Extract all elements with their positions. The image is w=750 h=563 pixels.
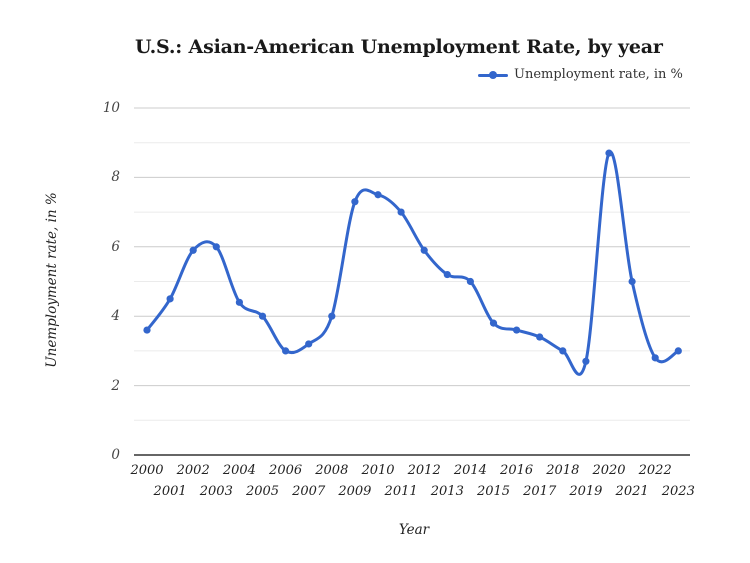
data-point[interactable] <box>166 295 174 303</box>
y-tick-label: 10 <box>102 100 120 116</box>
x-tick-label: 2019 <box>569 484 603 499</box>
data-point[interactable] <box>605 149 613 157</box>
x-tick-label: 2009 <box>338 484 372 499</box>
data-point[interactable] <box>582 357 590 365</box>
y-tick-label: 6 <box>111 238 120 255</box>
y-tick-label: 0 <box>111 447 120 463</box>
x-tick-label: 2013 <box>430 484 464 499</box>
x-tick-label: 2010 <box>361 463 395 478</box>
chart-title: U.S.: Asian-American Unemployment Rate, … <box>135 36 663 58</box>
x-tick-label: 2007 <box>292 484 326 499</box>
x-tick-label: 2008 <box>315 463 349 478</box>
data-point[interactable] <box>628 277 636 286</box>
data-point[interactable] <box>559 347 567 355</box>
y-tick-label: 2 <box>111 377 120 394</box>
x-tick-label: 2023 <box>661 484 695 499</box>
data-point[interactable] <box>489 319 498 327</box>
x-tick-label: 2014 <box>453 463 487 478</box>
series-line <box>145 150 680 376</box>
data-point[interactable] <box>513 326 521 334</box>
legend-label: Unemployment rate, in % <box>514 67 683 82</box>
x-tick-label: 2004 <box>222 463 256 478</box>
y-axis-label: Unemployment rate, in % <box>44 192 60 368</box>
x-tick-label: 2015 <box>476 484 511 499</box>
x-tick-label: 2020 <box>592 463 626 478</box>
data-point[interactable] <box>189 246 197 254</box>
data-point[interactable] <box>374 191 382 199</box>
data-point[interactable] <box>212 243 220 251</box>
data-point[interactable] <box>443 270 451 279</box>
x-tick-label: 2002 <box>176 463 210 478</box>
x-tick-label: 2016 <box>500 463 534 478</box>
data-point[interactable] <box>235 298 243 306</box>
x-tick-label: 2006 <box>269 463 303 478</box>
data-point[interactable] <box>674 347 682 355</box>
data-point[interactable] <box>305 340 313 348</box>
data-point[interactable] <box>328 312 336 320</box>
y-tick-label: 8 <box>111 169 120 186</box>
x-tick-label: 2005 <box>245 484 280 499</box>
y-tick-label: 4 <box>111 308 120 325</box>
x-tick-label: 2018 <box>546 463 580 478</box>
x-tick-label: 2012 <box>407 463 441 478</box>
data-point[interactable] <box>351 198 359 206</box>
data-point[interactable] <box>282 347 290 355</box>
x-tick-label: 2003 <box>199 484 233 499</box>
data-point[interactable] <box>143 326 151 334</box>
data-point[interactable] <box>536 333 544 341</box>
data-point[interactable] <box>258 312 267 320</box>
data-point[interactable] <box>420 246 428 254</box>
data-point[interactable] <box>466 277 474 286</box>
data-point[interactable] <box>651 354 659 362</box>
legend-line-marker-icon <box>478 68 508 82</box>
x-axis-label: Year <box>398 522 430 538</box>
data-point[interactable] <box>397 208 405 216</box>
x-tick-label: 2021 <box>615 484 649 499</box>
x-tick-label: 2001 <box>153 484 187 499</box>
x-tick-label: 2011 <box>384 484 418 499</box>
x-tick-label: 2017 <box>523 484 557 499</box>
legend: Unemployment rate, in % <box>478 67 683 82</box>
x-tick-label: 2000 <box>130 463 164 478</box>
x-tick-label: 2022 <box>638 463 672 478</box>
